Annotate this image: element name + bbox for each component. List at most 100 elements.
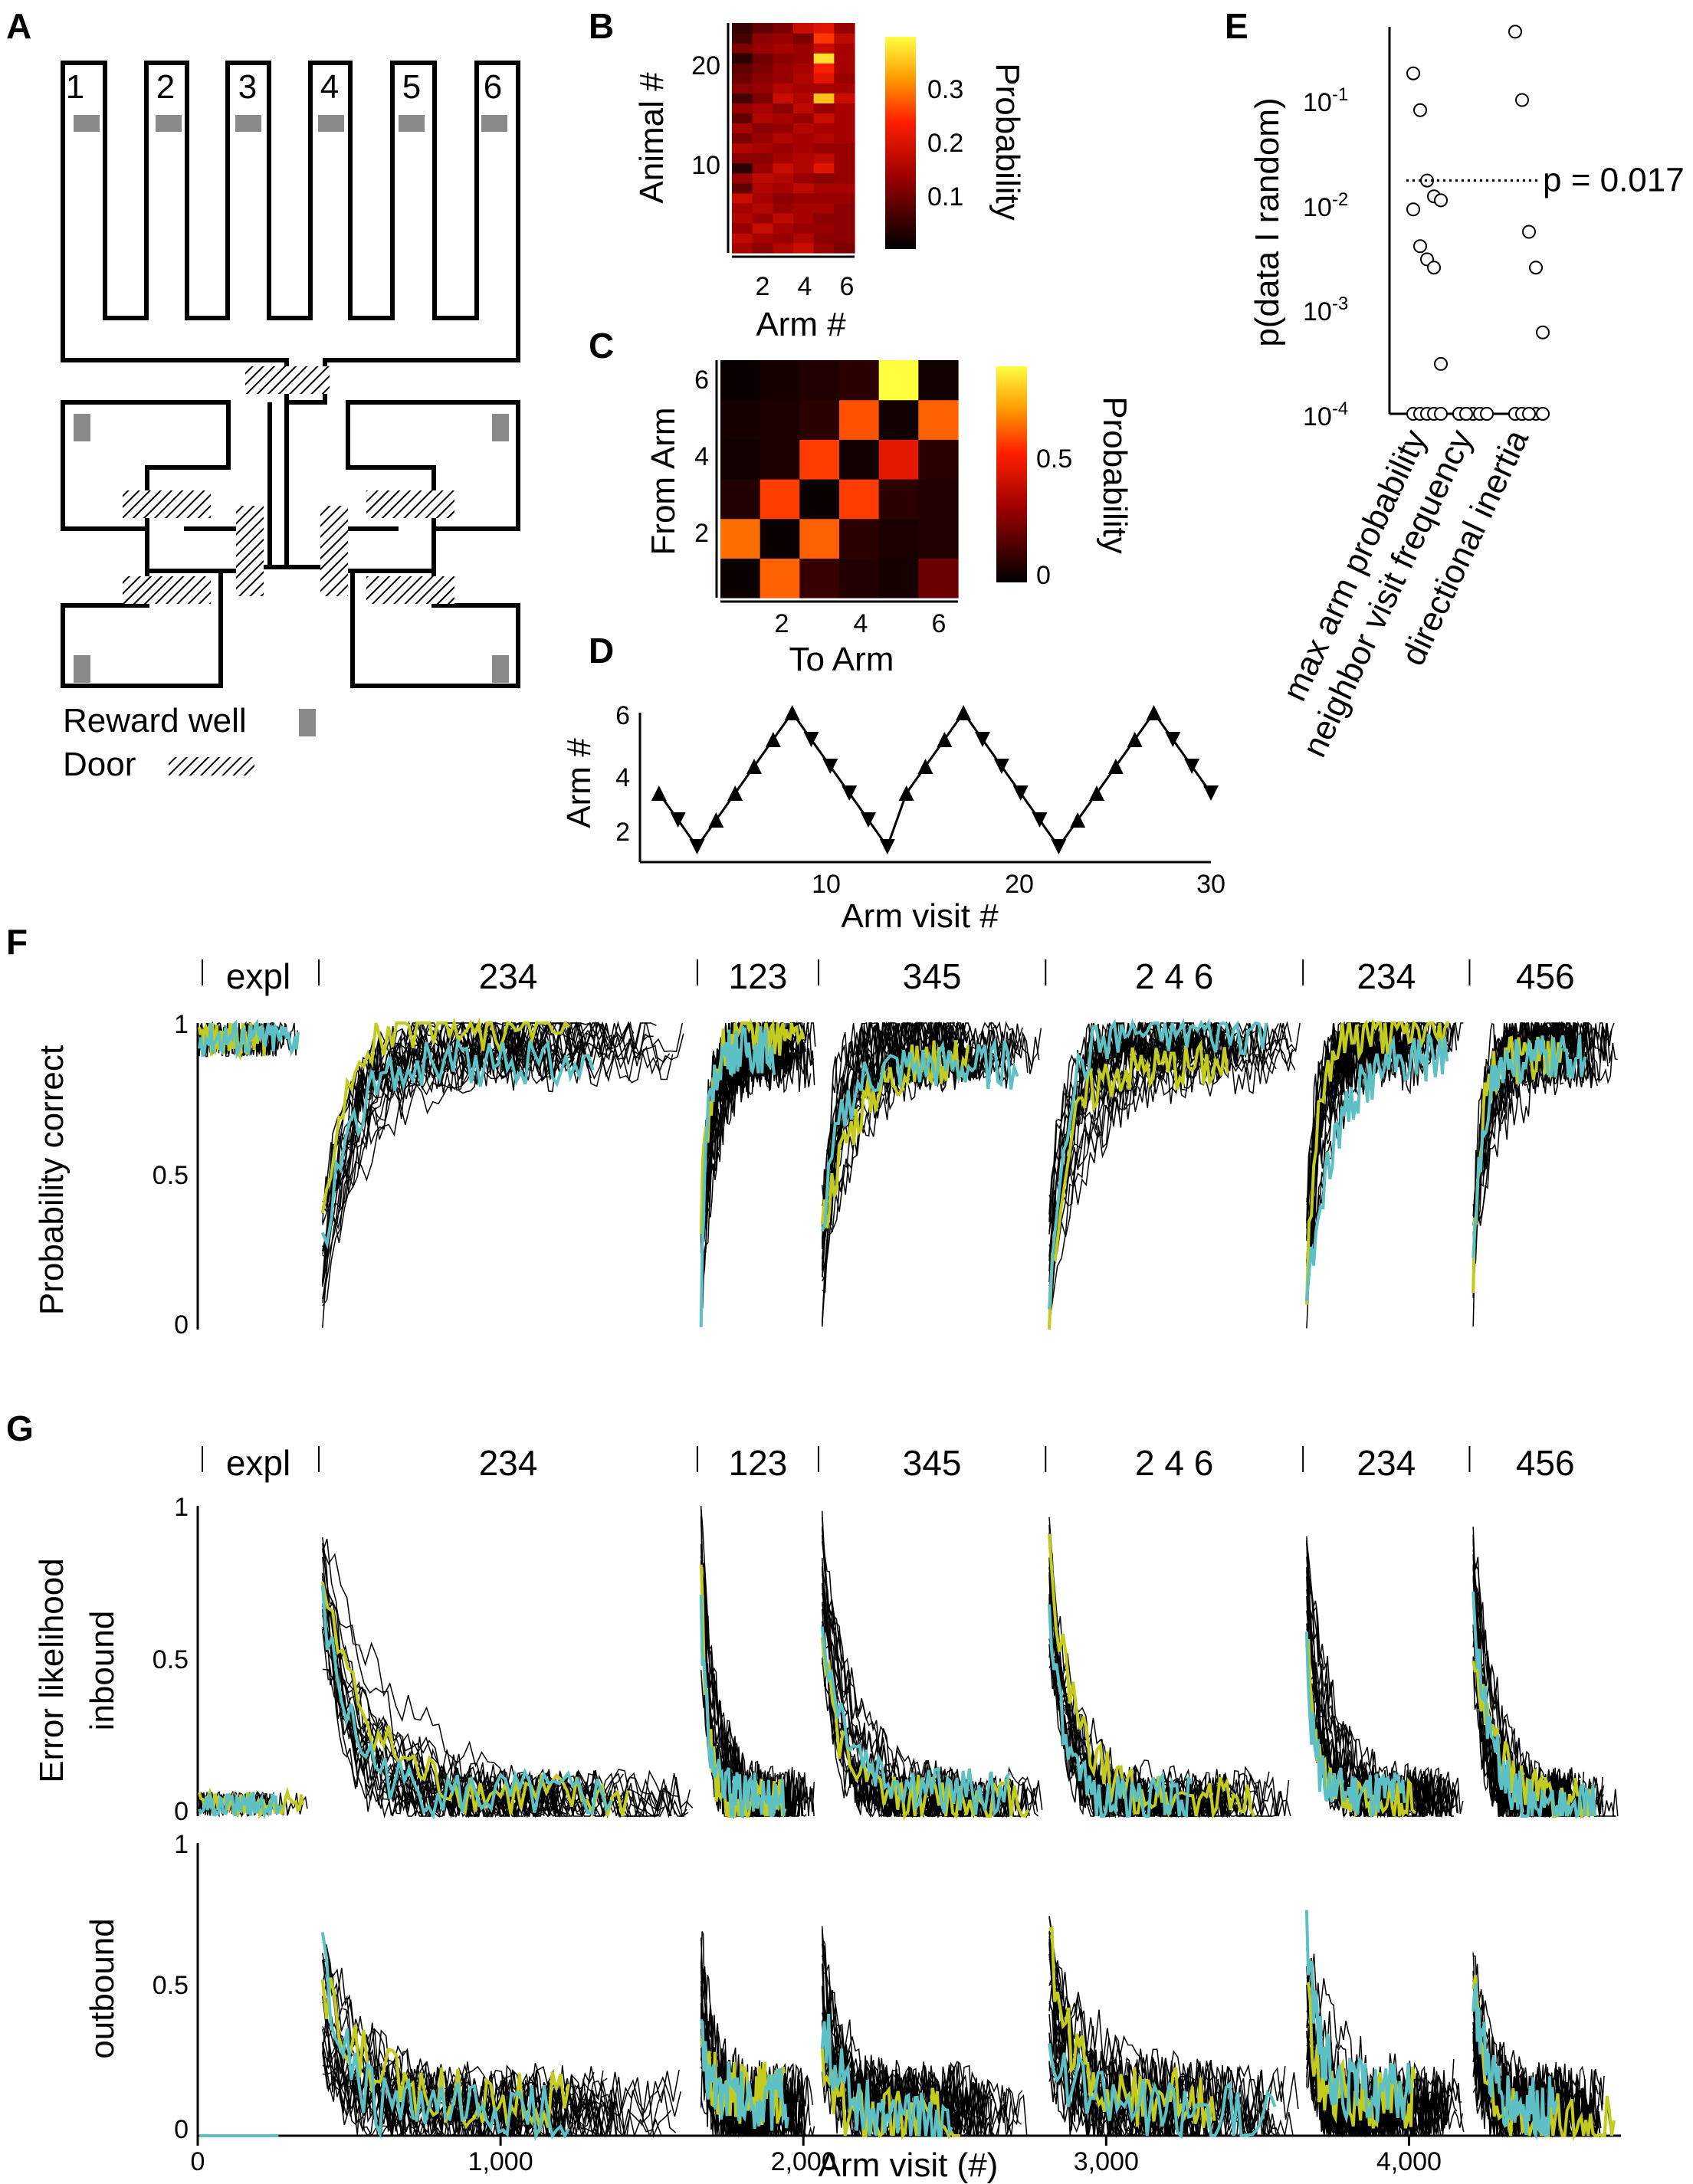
heatmap-cell: [773, 43, 794, 54]
heatmap-cell: [834, 222, 855, 234]
reward-well: [74, 414, 90, 441]
heatmap-cell: [834, 242, 855, 254]
heatmap-cell: [834, 232, 855, 244]
scatter-point: [1434, 407, 1448, 421]
heatmap-cell: [752, 23, 773, 34]
trajectory-marker: [1051, 839, 1067, 854]
trajectory-marker: [746, 759, 762, 774]
scatter-point: [1413, 103, 1427, 117]
heatmap-cell: [732, 152, 753, 164]
colorbar-b: [885, 37, 916, 249]
heatmap-cell: [752, 93, 773, 103]
heatmap-cell: [834, 192, 855, 204]
colorbar-c-tick: 0: [1036, 561, 1051, 590]
heatmap-cell: [732, 43, 753, 54]
condition-label: 456: [1516, 956, 1575, 996]
highlighted-trace: [320, 1037, 595, 1250]
heatmap-cell: [752, 43, 773, 54]
heatmap-cell: [834, 143, 855, 154]
scatter-point: [1406, 202, 1420, 217]
colorbar-b-tick: 0.1: [927, 182, 963, 212]
heatmap-b-xtick: 2: [756, 272, 770, 301]
heatmap-cell: [773, 212, 794, 224]
animal-trace: [1306, 1942, 1455, 2120]
heatmap-cell: [799, 360, 840, 401]
scatter-e-points: [1406, 25, 1550, 421]
highlighted-trace: [1048, 2043, 1277, 2140]
scatter-point: [1480, 407, 1494, 421]
plot-g-outbound-ytick: 0.5: [153, 1971, 189, 2000]
heatmap-cell: [732, 133, 753, 144]
animal-trace: [322, 1615, 694, 1814]
heatmap-cell: [813, 182, 835, 194]
trajectory-marker: [1012, 785, 1029, 801]
heatmap-cell: [813, 192, 835, 204]
scatter-point: [1427, 261, 1441, 275]
scatter-point: [1406, 66, 1420, 80]
door: [366, 576, 454, 604]
heatmap-cell: [773, 192, 794, 204]
upper-arm-corridor: [61, 61, 520, 405]
colorbar-b-tick: 0.2: [927, 129, 963, 158]
heatmap-cell: [732, 53, 753, 64]
heatmap-cell: [793, 43, 815, 54]
condition-label: 345: [903, 1443, 962, 1483]
line-d-xtick: 10: [812, 870, 841, 899]
highlighted-trace: [1048, 1018, 1268, 1310]
animal-trace: [1048, 1517, 1291, 1817]
panel-label-e: E: [1225, 6, 1248, 46]
animal-trace: [821, 1021, 956, 1230]
heatmap-cell: [773, 152, 794, 164]
heatmap-c-xtick: 4: [854, 609, 868, 638]
plot-f-ylabel: Probability correct: [33, 1045, 71, 1315]
animal-trace: [1048, 1939, 1299, 2122]
heatmap-cell: [732, 123, 753, 134]
heatmap-cell: [813, 83, 835, 93]
heatmap-cell: [732, 103, 753, 113]
heatmap-c-xtick: 2: [775, 609, 789, 638]
heatmap-cell: [752, 212, 773, 224]
animal-trace: [821, 1625, 1040, 1818]
scatter-e-ylabel: p(data I random): [1248, 97, 1286, 346]
heatmap-cell: [752, 133, 773, 144]
animal-trace: [322, 2022, 677, 2138]
highlighted-trace: [198, 1786, 305, 1819]
heatmap-cell: [813, 202, 835, 214]
heatmap-cell: [773, 133, 794, 144]
condition-label: expl: [226, 1443, 290, 1483]
heatmap-cell: [813, 162, 835, 174]
left-box-upper: [61, 400, 231, 531]
heatmap-cell: [773, 222, 794, 234]
heatmap-cell: [834, 83, 855, 93]
plot-f-ytick: 1: [174, 1010, 189, 1039]
arm-number: 3: [238, 68, 257, 106]
heatmap-cell: [732, 212, 753, 224]
heatmap-cell: [793, 232, 815, 244]
heatmap-cell: [732, 222, 753, 234]
heatmap-cell: [918, 479, 959, 520]
scatter-point: [1413, 239, 1427, 254]
plot-f-ytick: 0.5: [153, 1161, 189, 1190]
heatmap-cell: [793, 133, 815, 144]
heatmap-cell: [773, 123, 794, 134]
heatmap-cell: [752, 152, 773, 164]
heatmap-cell: [839, 479, 880, 520]
arm-number: 6: [484, 68, 502, 106]
panel-label-f: F: [6, 922, 28, 962]
animal-trace: [821, 2041, 996, 2137]
heatmap-cell: [760, 479, 800, 520]
highlighted-trace: [1048, 1038, 1229, 1330]
heatmap-cell: [878, 479, 919, 520]
heatmap-cell: [732, 63, 753, 74]
scatter-point: [1515, 93, 1529, 107]
heatmap-cell: [720, 479, 761, 520]
animal-trace: [1472, 1022, 1592, 1281]
heatmap-cell: [793, 93, 815, 103]
heatmap-cell: [813, 232, 835, 244]
heatmap-c-xtick: 6: [932, 609, 947, 638]
scatter-point: [1459, 407, 1473, 421]
heatmap-cell: [839, 518, 880, 559]
heatmap-cell: [813, 33, 835, 44]
condition-label: 345: [903, 956, 962, 996]
line-d-ytick: 6: [615, 701, 630, 730]
